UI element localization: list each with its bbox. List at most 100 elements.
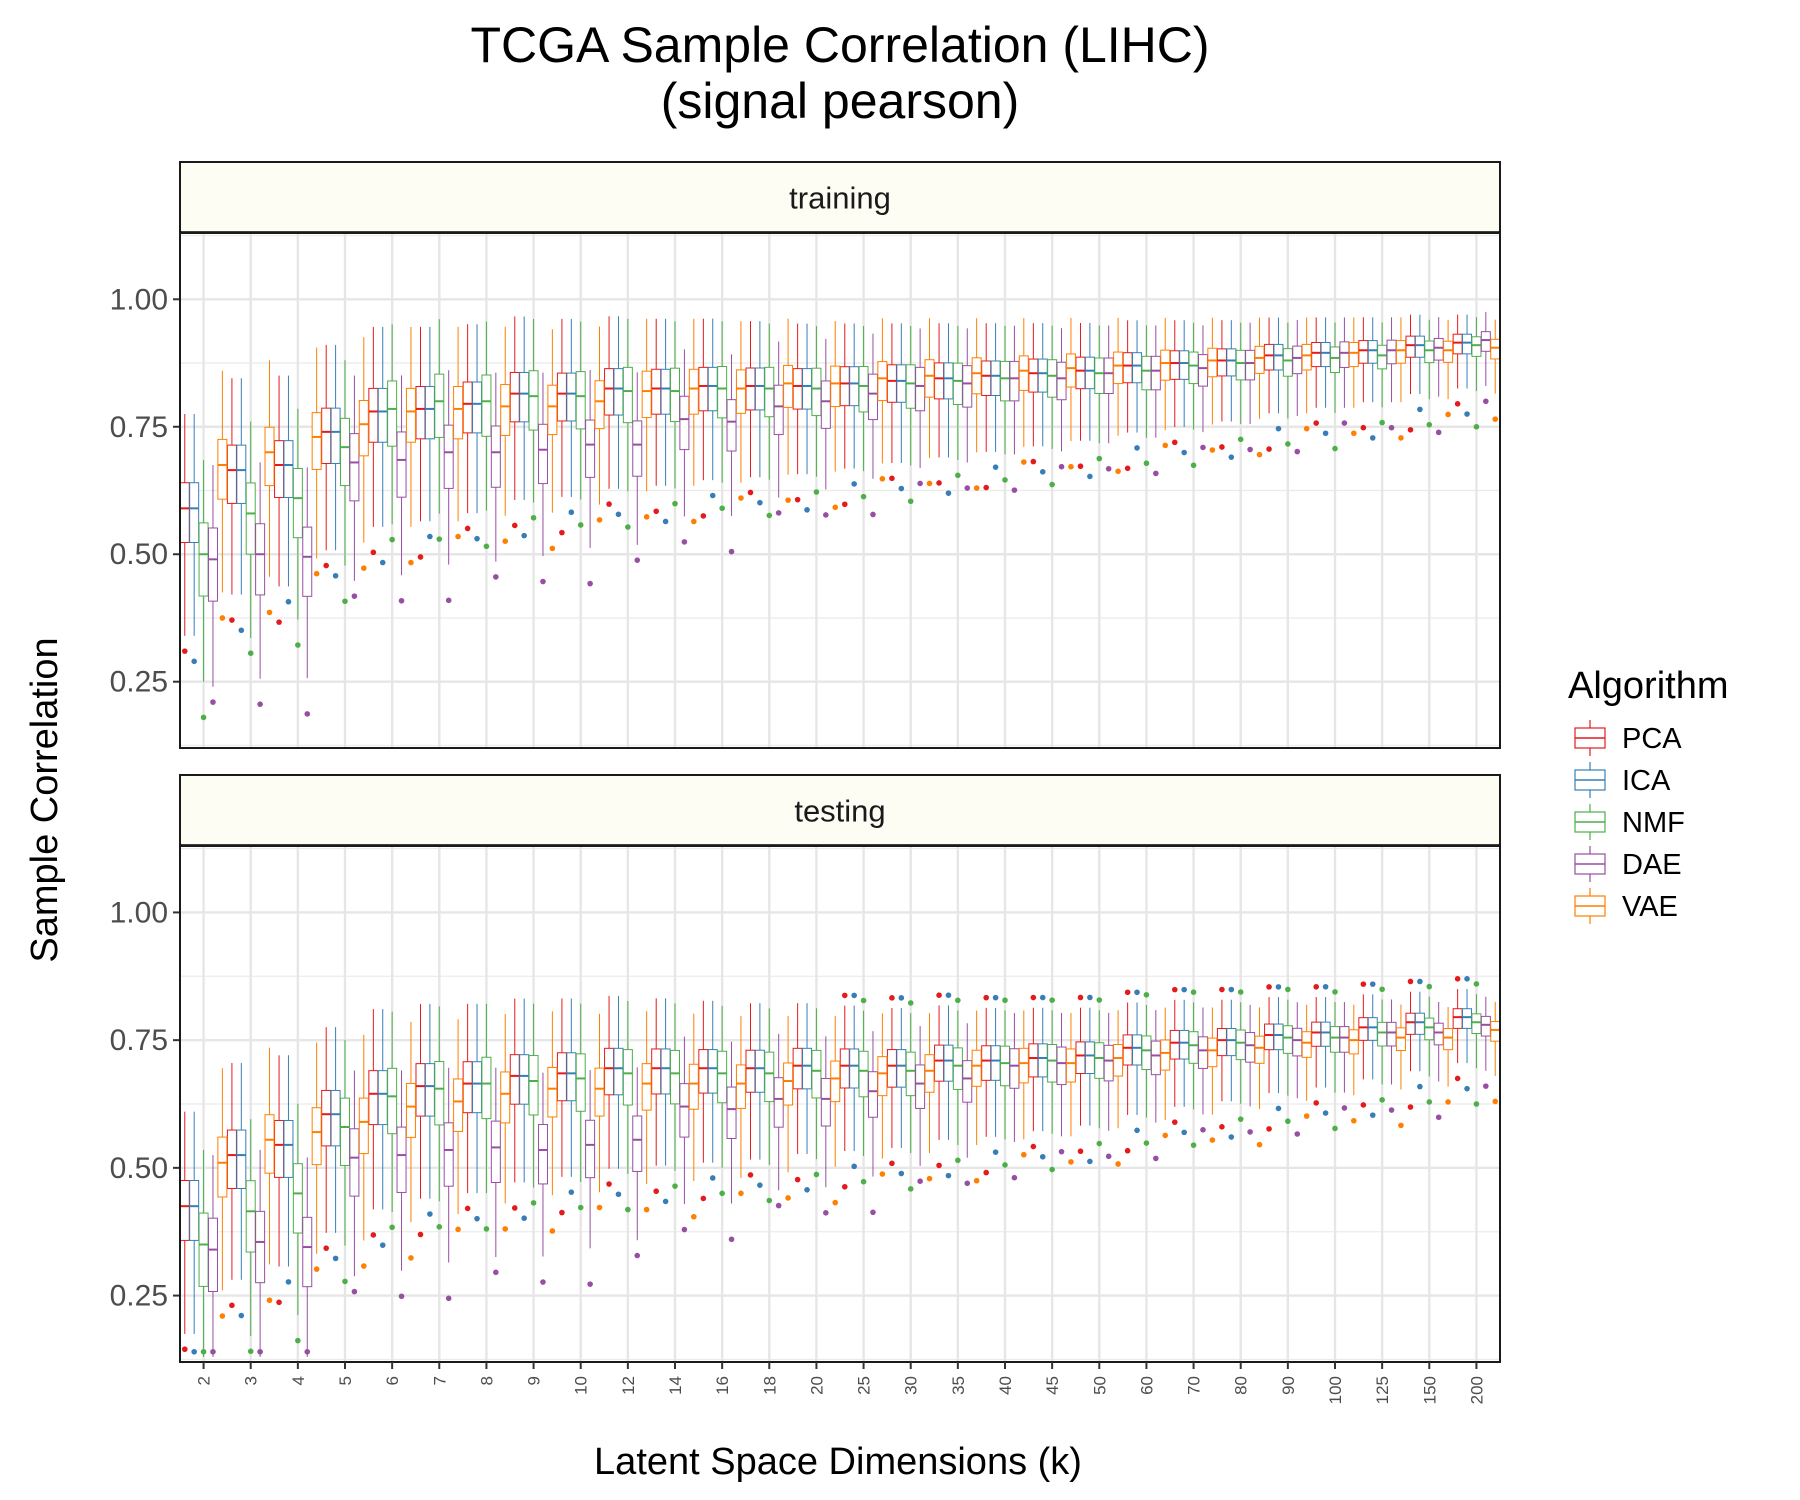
box-ica-100 (1320, 317, 1331, 437)
box-dae-7 (443, 370, 454, 604)
box-vae-18 (783, 1016, 794, 1201)
box-nmf-90 (1282, 986, 1293, 1125)
x-tick-label: 6 (383, 1376, 402, 1385)
legend-item-nmf: NMF (1574, 804, 1685, 840)
chart-title: TCGA Sample Correlation (LIHC) (470, 17, 1209, 73)
box-nmf-7 (434, 1006, 445, 1230)
box-dae-14 (679, 349, 690, 545)
box-nmf-50 (1094, 325, 1105, 462)
box-vae-5 (358, 337, 369, 571)
y-axis-title: Sample Correlation (24, 637, 66, 962)
box-dae-12 (632, 372, 643, 563)
x-tick-label: 12 (619, 1376, 638, 1395)
x-tick-label: 70 (1185, 1376, 1204, 1395)
panel-training: training 0.25 0.50 0.75 1.00 (110, 161, 1501, 749)
box-pca-100 (1311, 983, 1322, 1106)
box-vae-3 (264, 360, 275, 616)
box-pca-25 (839, 992, 850, 1190)
box-vae-8 (500, 1014, 511, 1232)
box-vae-50 (1113, 317, 1124, 475)
y-tick-label: 0.75 (110, 411, 168, 444)
box-vae-20 (830, 1015, 841, 1206)
box-pca-7 (415, 1003, 426, 1238)
legend-label: PCA (1622, 723, 1682, 755)
box-dae-16 (726, 1041, 737, 1243)
box-vae-45 (1065, 317, 1076, 470)
legend-item-dae: DAE (1574, 846, 1682, 882)
box-pca-18 (745, 321, 756, 496)
strip-label-testing: testing (794, 794, 885, 829)
box-pca-3 (226, 1063, 237, 1309)
box-nmf-18 (764, 1008, 775, 1204)
box-vae-100 (1348, 1004, 1359, 1124)
x-tick-label: 25 (855, 1376, 874, 1395)
box-dae-50 (1103, 325, 1114, 472)
box-nmf-2 (198, 459, 209, 721)
box-vae-14 (688, 318, 699, 525)
box-pca-100 (1311, 317, 1322, 426)
box-dae-40 (1009, 325, 1020, 493)
box-dae-9 (537, 372, 548, 585)
box-vae-12 (641, 1011, 652, 1213)
x-tick-label: 90 (1279, 1376, 1298, 1395)
box-vae-7 (453, 1019, 464, 1233)
box-dae-35 (962, 328, 973, 491)
box-pca-60 (1122, 320, 1133, 472)
box-pca-16 (698, 318, 709, 519)
box-vae-9 (547, 1011, 558, 1234)
box-dae-8 (490, 372, 501, 580)
box-dae-8 (490, 1067, 501, 1276)
box-nmf-25 (858, 997, 869, 1185)
box-ica-14 (660, 318, 671, 525)
box-pca-5 (321, 1027, 332, 1251)
box-nmf-25 (858, 326, 869, 500)
box-ica-25 (849, 992, 860, 1170)
box-nmf-8 (481, 1003, 492, 1232)
box-dae-4 (302, 1157, 313, 1357)
box-vae-16 (735, 1016, 746, 1197)
x-tick-label: 200 (1467, 1376, 1486, 1404)
box-nmf-10 (575, 321, 586, 528)
box-dae-25 (867, 1031, 878, 1216)
box-pca-3 (226, 378, 237, 623)
box-dae-80 (1245, 322, 1256, 453)
box-ica-5 (330, 1027, 341, 1262)
box-nmf-40 (1000, 997, 1010, 1168)
box-ica-20 (802, 1003, 813, 1193)
box-ica-10 (566, 318, 577, 516)
x-tick-label: 45 (1043, 1376, 1062, 1395)
y-tick-label: 0.75 (110, 1024, 168, 1057)
box-vae-200 (1490, 1001, 1501, 1105)
box-dae-10 (585, 1070, 596, 1287)
x-tick-label: 9 (525, 1376, 544, 1385)
box-ica-10 (566, 998, 577, 1195)
box-pca-30 (886, 995, 897, 1167)
box-dae-60 (1150, 325, 1161, 477)
box-vae-125 (1395, 317, 1406, 441)
box-vae-100 (1348, 317, 1359, 437)
box-vae-35 (971, 318, 982, 491)
box-vae-16 (735, 321, 746, 501)
box-nmf-30 (905, 1000, 916, 1192)
box-nmf-200 (1471, 981, 1482, 1107)
x-tick-label: 125 (1373, 1376, 1392, 1404)
box-pca-60 (1122, 989, 1133, 1154)
box-nmf-3 (245, 421, 256, 656)
box-vae-4 (311, 347, 322, 577)
box-pca-2 (179, 1111, 190, 1353)
box-ica-35 (943, 992, 954, 1179)
box-vae-50 (1113, 1010, 1124, 1167)
box-vae-14 (688, 1013, 699, 1220)
box-nmf-5 (340, 1039, 350, 1285)
box-dae-150 (1433, 317, 1444, 436)
box-ica-90 (1273, 317, 1284, 432)
box-vae-90 (1301, 1004, 1312, 1119)
box-vae-150 (1443, 1007, 1454, 1105)
box-ica-6 (377, 326, 388, 566)
box-ica-200 (1462, 976, 1473, 1092)
box-dae-4 (302, 467, 313, 717)
box-dae-9 (537, 1072, 548, 1285)
box-ica-8 (472, 324, 483, 542)
box-ica-4 (283, 1055, 294, 1285)
